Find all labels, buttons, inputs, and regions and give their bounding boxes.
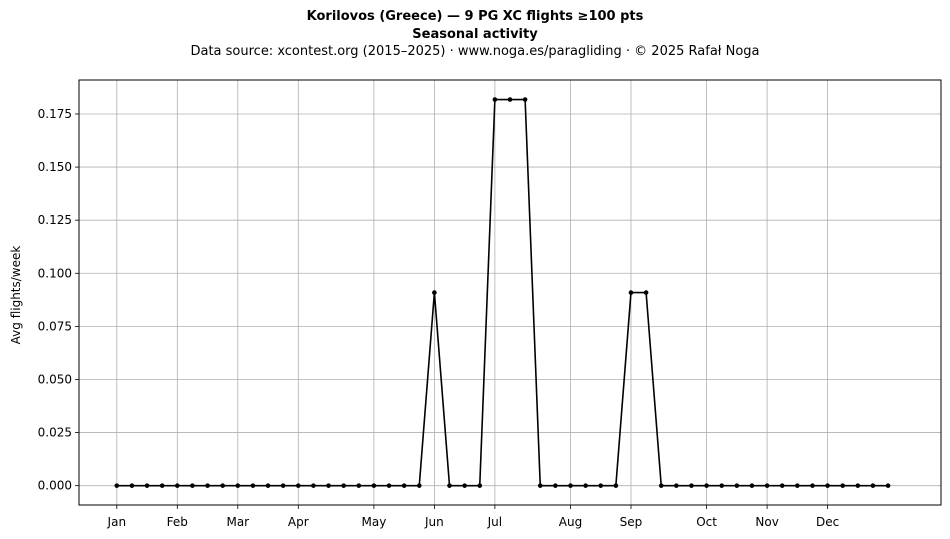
data-point: [432, 290, 437, 295]
data-point: [764, 483, 770, 488]
chart-titles: Korilovos (Greece) — 9 PG XC flights ≥10…: [0, 8, 950, 61]
data-point: [371, 483, 377, 488]
data-point: [734, 483, 740, 488]
data-point: [719, 483, 725, 488]
y-tick-label: 0.050: [38, 372, 72, 386]
data-point: [416, 483, 422, 488]
data-point: [250, 483, 256, 488]
data-point: [447, 483, 452, 488]
data-point: [311, 483, 316, 488]
data-points: [114, 97, 891, 488]
data-point: [643, 290, 649, 295]
x-tick-label: Apr: [288, 515, 309, 529]
data-point: [613, 483, 619, 488]
y-tick-label: 0.125: [38, 213, 72, 227]
data-point: [779, 483, 785, 488]
data-point: [522, 97, 528, 102]
data-point: [326, 483, 331, 488]
data-point: [477, 483, 483, 488]
x-tick-label: Jul: [487, 515, 502, 529]
chart-subtitle: Seasonal activity: [412, 27, 538, 42]
data-point: [159, 483, 165, 488]
x-tick-label: Nov: [755, 515, 778, 529]
data-point: [235, 483, 241, 488]
series-line-group: [116, 98, 889, 487]
data-point: [205, 483, 210, 488]
data-point: [114, 483, 120, 488]
data-point: [840, 483, 846, 488]
data-point: [220, 483, 225, 488]
data-point: [401, 483, 407, 488]
x-tick-label: Feb: [167, 515, 188, 529]
data-point: [568, 483, 573, 488]
x-tick-label: Jun: [424, 515, 444, 529]
data-point: [356, 483, 362, 488]
grid-lines: [79, 80, 941, 505]
data-point: [492, 97, 498, 102]
data-point: [658, 483, 664, 488]
x-tick-label: Dec: [816, 515, 839, 529]
chart-title: Korilovos (Greece) — 9 PG XC flights ≥10…: [306, 9, 644, 24]
data-point: [507, 97, 513, 102]
data-point: [462, 483, 467, 488]
data-point: [825, 483, 830, 488]
data-point: [855, 483, 861, 488]
y-tick-label: 0.025: [38, 426, 72, 440]
data-point: [295, 483, 301, 488]
data-point: [537, 483, 543, 488]
x-tick-label: Jan: [107, 515, 127, 529]
data-point: [174, 483, 180, 488]
x-axis-ticks: Jan Feb Mar Apr May Jun Jul Aug Sep Oct Nov Dec: [107, 505, 839, 529]
data-point: [386, 483, 392, 488]
data-point: [885, 483, 891, 488]
data-point: [280, 483, 286, 488]
data-point: [129, 483, 135, 488]
data-point: [190, 483, 195, 488]
data-point: [553, 483, 558, 488]
data-point: [749, 483, 755, 488]
x-tick-label: Sep: [620, 515, 643, 529]
x-tick-label: May: [361, 515, 386, 529]
data-point: [870, 483, 876, 488]
series-line: [116, 98, 889, 487]
x-tick-label: Aug: [559, 515, 582, 529]
y-tick-label: 0.075: [38, 319, 72, 333]
data-point: [674, 483, 679, 488]
data-point: [628, 290, 634, 295]
data-point: [689, 483, 694, 488]
y-axis-ticks: 0.000 0.025 0.050 0.075 0.100 0.125 0.150 0.175: [38, 107, 79, 493]
y-tick-label: 0.000: [38, 479, 72, 493]
data-point: [583, 483, 588, 488]
data-point: [598, 483, 604, 488]
plot-frame: [78, 79, 942, 506]
y-tick-label: 0.100: [38, 266, 72, 280]
x-tick-label: Mar: [226, 515, 249, 529]
chart-source-note: Data source: xcontest.org (2015–2025) · …: [190, 44, 760, 59]
y-tick-label: 0.175: [38, 107, 72, 121]
y-axis-label: Avg flights/week: [9, 246, 23, 345]
y-tick-label: 0.150: [38, 160, 72, 174]
data-point: [704, 483, 709, 488]
data-point: [341, 483, 346, 488]
x-tick-label: Oct: [696, 515, 717, 529]
data-point: [810, 483, 815, 488]
data-point: [265, 483, 271, 488]
data-point: [795, 483, 800, 488]
data-point: [144, 483, 150, 488]
